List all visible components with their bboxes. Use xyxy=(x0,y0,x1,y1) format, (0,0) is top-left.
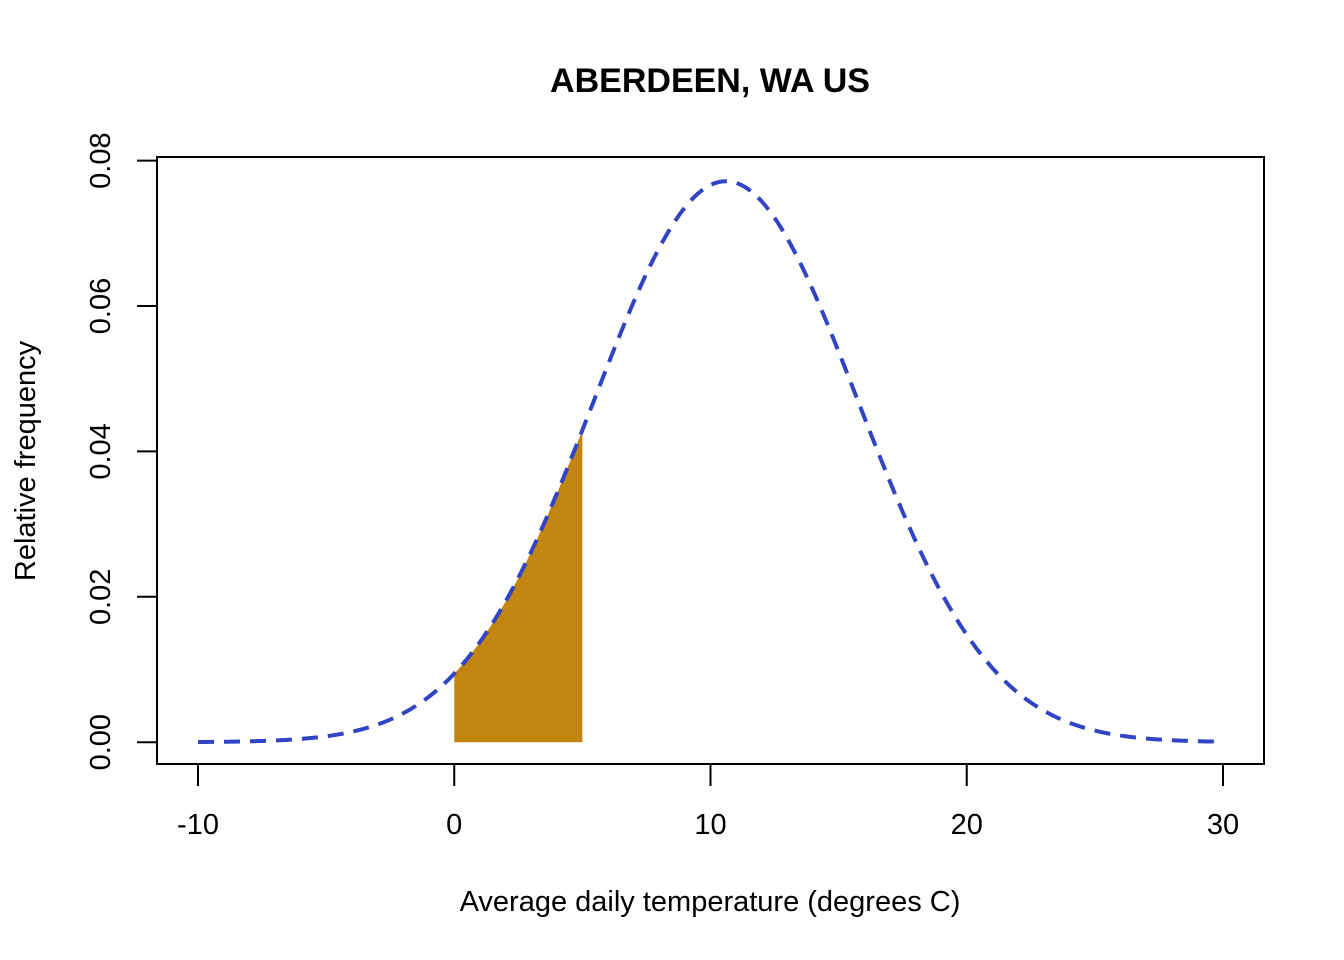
y-tick-label: 0.08 xyxy=(85,132,117,188)
chart-title: ABERDEEN, WA US xyxy=(550,62,870,100)
y-tick-label: 0.04 xyxy=(85,423,117,479)
y-tick-label: 0.02 xyxy=(85,569,117,625)
density-line xyxy=(197,179,1224,744)
plot-frame xyxy=(156,156,1265,765)
x-axis: -10 0 10 20 30 xyxy=(177,763,1239,841)
plot-area xyxy=(156,156,1265,765)
y-axis-label: Relative frequency xyxy=(10,340,42,581)
y-axis: 0.00 0.02 0.04 0.06 0.08 xyxy=(85,132,158,770)
x-tick-label: 20 xyxy=(951,809,983,841)
x-axis-label: Average daily temperature (degrees C) xyxy=(460,886,961,918)
x-tick-label: -10 xyxy=(177,809,219,841)
y-tick-label: 0.06 xyxy=(85,278,117,334)
x-tick-label: 0 xyxy=(446,809,462,841)
x-tick-label: 30 xyxy=(1207,809,1239,841)
x-tick-label: 10 xyxy=(694,809,726,841)
shaded-region xyxy=(454,430,583,743)
y-tick-label: 0.00 xyxy=(85,714,117,770)
